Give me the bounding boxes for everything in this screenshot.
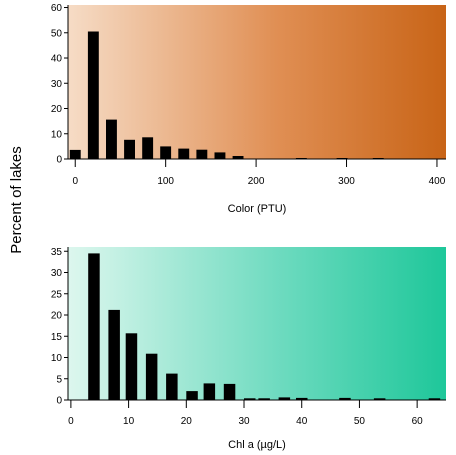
- chl-bar: [223, 383, 236, 400]
- chl-y-tick-label: 15: [51, 332, 63, 343]
- chl-y-tick-label: 25: [51, 289, 63, 300]
- color-x-axis-label: Color (PTU): [228, 203, 287, 215]
- color-bar: [214, 152, 226, 159]
- chl-bar: [145, 353, 158, 400]
- chl-y-tick-label: 20: [51, 311, 63, 322]
- color-y-tick-label: 50: [51, 28, 63, 39]
- chl-bar: [278, 397, 291, 400]
- color-x-tick-label: 400: [429, 176, 446, 187]
- chl-bar: [244, 398, 256, 400]
- chl-bar: [108, 309, 120, 400]
- chl-bar: [339, 397, 351, 400]
- chl-bar: [203, 383, 216, 400]
- chl-bar: [296, 397, 308, 400]
- chl-y-tick-label: 30: [51, 268, 63, 279]
- chl-bar: [125, 333, 138, 400]
- color-x-tick-label: 100: [157, 176, 174, 187]
- color-bar: [232, 156, 244, 159]
- color-y-tick-label: 60: [51, 3, 63, 14]
- color-y-tick-label: 10: [51, 129, 63, 140]
- shared-y-axis-label: Percent of lakes: [8, 146, 25, 254]
- color-y-tick-label: 20: [51, 104, 63, 115]
- chl-bar: [373, 398, 386, 400]
- chl-x-axis-label: Chl a (µg/L): [228, 439, 286, 451]
- color-x-tick-label: 200: [248, 176, 265, 187]
- color-bar: [160, 146, 172, 159]
- chl-x-tick-label: 0: [68, 416, 74, 427]
- chl-y-tick-label: 0: [56, 396, 62, 407]
- chl-x-tick-label: 50: [354, 416, 366, 427]
- color-bar: [142, 137, 154, 159]
- chl-bar: [166, 373, 178, 400]
- chl-bar: [258, 398, 270, 400]
- color-bar: [87, 31, 99, 159]
- color-bar: [178, 148, 190, 159]
- chl-histogram-panel: 0 5 10 15 20 25 30 35 0 10 20 30 40 50 60 Chl a (µg/L): [51, 247, 446, 451]
- color-bar: [196, 149, 208, 159]
- chl-x-tick-label: 40: [296, 416, 308, 427]
- color-bar: [124, 139, 135, 159]
- color-y-tick-label: 40: [51, 54, 63, 65]
- chl-y-tick-label: 10: [51, 353, 63, 364]
- chl-x-tick-label: 20: [181, 416, 193, 427]
- chl-bar: [428, 398, 441, 400]
- color-histogram-panel: 0 10 20 30 40 50 60 0 100 200 300 400 Color (PTU): [51, 3, 446, 215]
- color-y-tick-label: 0: [56, 155, 62, 166]
- color-bar: [106, 119, 117, 159]
- chl-x-tick-label: 10: [123, 416, 135, 427]
- color-x-tick-label: 300: [338, 176, 355, 187]
- chl-bar: [88, 253, 100, 400]
- chl-plot-background: [68, 247, 446, 400]
- color-y-tick-label: 30: [51, 79, 63, 90]
- chl-x-tick-label: 30: [238, 416, 250, 427]
- chl-y-tick-label: 35: [51, 247, 63, 258]
- chl-x-tick-label: 60: [412, 416, 424, 427]
- color-bar: [69, 149, 81, 159]
- color-plot-background: [68, 5, 446, 159]
- chl-bar: [186, 391, 198, 400]
- color-x-tick-label: 0: [72, 176, 78, 187]
- chl-y-tick-label: 5: [56, 374, 62, 385]
